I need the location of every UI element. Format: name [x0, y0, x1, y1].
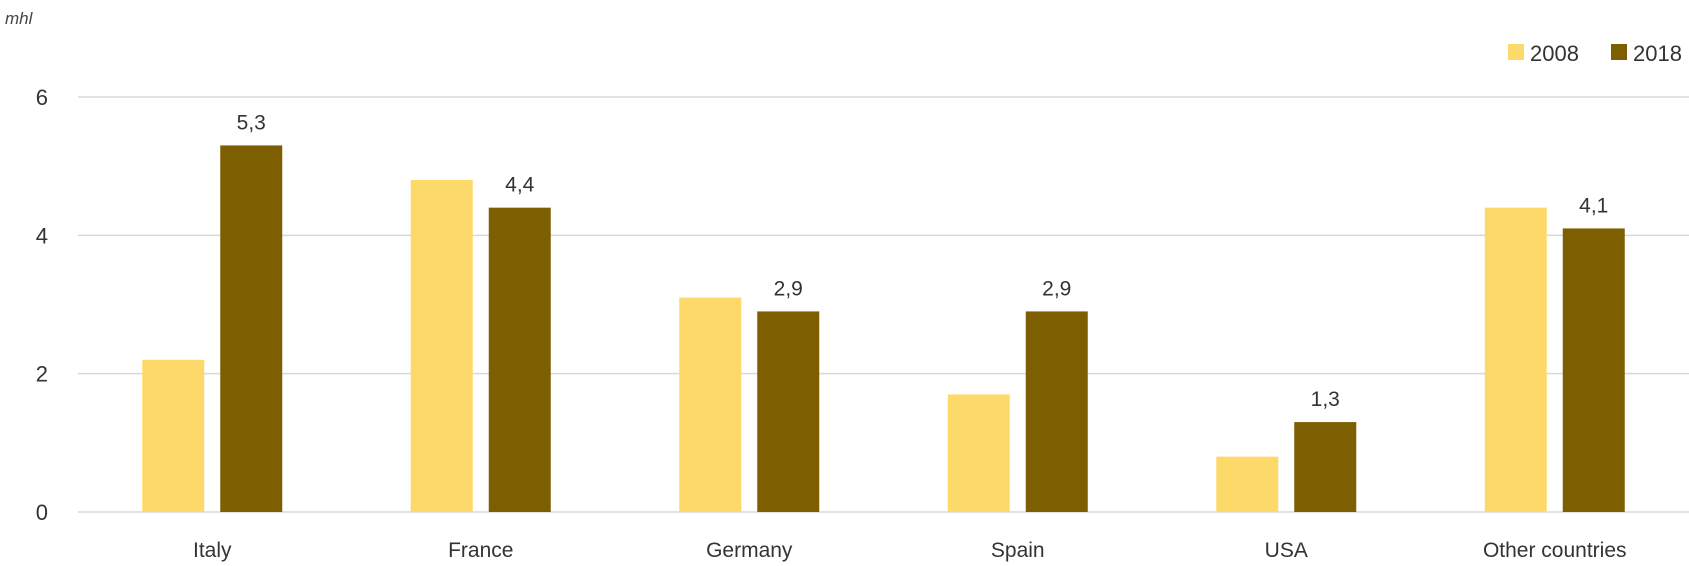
data-label: 4,1 [1579, 194, 1608, 217]
bar-2018-spain [1025, 311, 1088, 512]
legend-label: 2008 [1530, 41, 1579, 66]
bar-2018-france [488, 207, 551, 512]
bar-2008-usa [1216, 456, 1279, 512]
bar-2008-spain [947, 394, 1010, 512]
data-label: 2,9 [774, 277, 803, 300]
legend-swatch [1508, 44, 1524, 60]
category-label: France [448, 539, 513, 562]
x-axis: Italy France Germany Spain USA Other countrie… [193, 539, 1627, 562]
bar-2008-other-countries [1484, 207, 1547, 512]
data-label: 2,9 [1042, 277, 1071, 300]
data-label: 1,3 [1311, 388, 1340, 411]
data-label: 4,4 [505, 174, 535, 197]
data-label: 5,3 [237, 111, 266, 134]
y-tick-label: 0 [36, 500, 48, 525]
category-label: USA [1265, 539, 1308, 562]
legend-label: 2018 [1633, 41, 1682, 66]
unit-label: mhl [5, 9, 34, 28]
category-label: Germany [706, 539, 793, 562]
bar-2018-other-countries [1562, 228, 1625, 512]
bar-2018-usa [1294, 422, 1357, 512]
bar-2008-france [410, 180, 473, 512]
category-label: Italy [193, 539, 232, 562]
bar-2018-italy [220, 145, 283, 512]
gridlines [78, 96, 1689, 513]
bar-2008-germany [679, 297, 742, 512]
data-labels: 5,3 4,4 2,9 2,9 1,3 4,1 [237, 111, 1609, 411]
bar-2018-germany [757, 311, 820, 512]
legend: 2008 2018 [1508, 41, 1682, 66]
category-label: Other countries [1483, 539, 1627, 562]
y-tick-label: 6 [36, 85, 48, 110]
y-tick-label: 2 [36, 362, 48, 387]
bars [142, 145, 1625, 512]
y-tick-label: 4 [36, 223, 48, 248]
category-label: Spain [991, 539, 1045, 562]
legend-swatch [1611, 44, 1627, 60]
y-axis: 0 2 4 6 [36, 85, 48, 525]
bar-2008-italy [142, 359, 205, 512]
